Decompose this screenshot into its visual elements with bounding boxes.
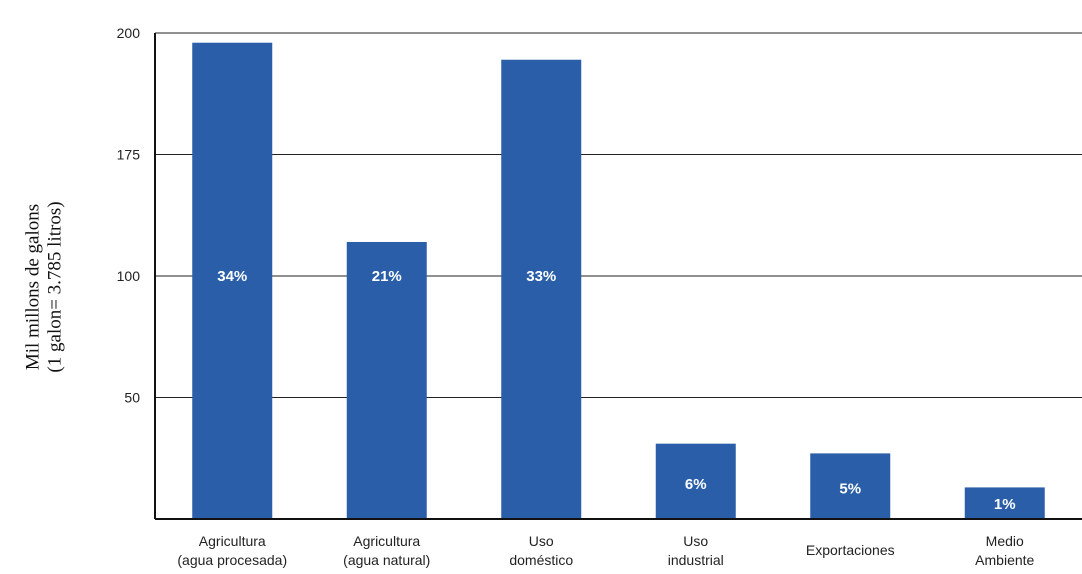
y-axis-title: Mil millons de galons (1 galon= 3.785 li… (0, 0, 90, 574)
x-tick-label: Exportaciones (806, 542, 895, 558)
bar-value-label: 33% (526, 268, 556, 285)
gridlines (155, 32, 1082, 398)
bar (655, 443, 736, 519)
x-axis-labels: Agricultura (agua procesada) Agricultura (a… (177, 533, 1034, 568)
bar (810, 453, 891, 519)
y-axis-title-line-1: Mil millons de galons (23, 203, 45, 371)
bars (192, 42, 1045, 520)
bar (964, 487, 1045, 519)
bar-value-labels: 34% 21% 33% 6% 5% 1% (217, 268, 1015, 513)
bar (192, 42, 273, 519)
y-tick-label: 100 (117, 268, 141, 284)
x-tick-label: (agua natural) (343, 552, 430, 568)
bar-value-label: 21% (372, 268, 402, 285)
y-axis-ticks: 50 100 175 200 (117, 25, 141, 406)
bar (346, 241, 427, 520)
bar-value-label: 34% (217, 268, 247, 285)
y-tick-label: 50 (124, 390, 140, 406)
x-tick-label: Agricultura (353, 533, 420, 549)
bar-value-label: 6% (685, 476, 707, 493)
bar-value-label: 1% (994, 496, 1016, 513)
x-tick-label: Medio (986, 533, 1024, 549)
bar-value-label: 5% (839, 480, 861, 497)
bar (501, 59, 582, 519)
x-tick-label: Uso (529, 533, 554, 549)
x-tick-label: industrial (668, 552, 724, 568)
y-axis-title-line-2: (1 galon= 3.785 litros) (45, 201, 67, 373)
x-tick-label: doméstico (509, 552, 573, 568)
x-tick-label: Uso (683, 533, 708, 549)
x-tick-label: Agricultura (199, 533, 266, 549)
x-tick-label: (agua procesada) (177, 552, 287, 568)
y-tick-label: 200 (117, 25, 141, 41)
x-tick-label: Ambiente (975, 552, 1034, 568)
y-tick-label: 175 (117, 147, 141, 163)
